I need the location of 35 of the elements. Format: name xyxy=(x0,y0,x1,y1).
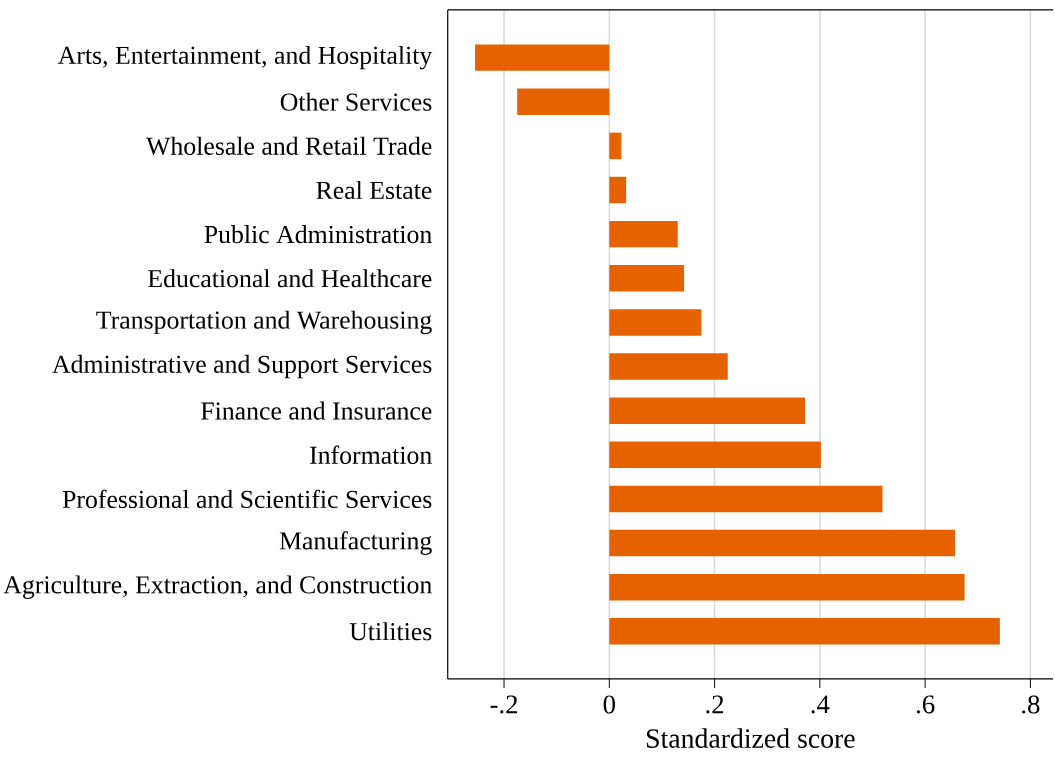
y-tick-label: Agriculture, Extraction, and Construction xyxy=(3,575,432,600)
bar xyxy=(609,221,678,248)
bar xyxy=(517,88,610,116)
bar xyxy=(609,574,965,601)
y-tick-label: Other Services xyxy=(280,92,432,112)
y-tick-label: Professional and Scientific Services xyxy=(62,489,432,509)
y-tick-label: Educational and Healthcare xyxy=(148,269,432,288)
bar xyxy=(475,44,610,72)
y-tick-label: Public Administration xyxy=(204,225,432,244)
bar xyxy=(609,353,728,380)
x-tick-label: 0 xyxy=(603,695,615,714)
bar xyxy=(609,530,956,557)
x-tick-label: .6 xyxy=(916,695,935,714)
y-tick-label: Real Estate xyxy=(316,181,432,200)
y-tick-label: Administrative and Support Services xyxy=(52,355,432,379)
x-tick-label: -.2 xyxy=(490,695,518,714)
bar xyxy=(609,132,622,160)
x-axis-title: Standardized score xyxy=(646,728,855,749)
bar xyxy=(609,397,806,425)
bar xyxy=(609,265,685,292)
bar xyxy=(609,176,627,204)
y-tick-label: Wholesale and Retail Trade xyxy=(146,136,432,156)
y-tick-label: Utilities xyxy=(349,622,432,641)
y-tick-label: Arts, Entertainment, and Hospitality xyxy=(57,46,433,70)
y-tick-label: Transportation and Warehousing xyxy=(96,310,432,335)
x-tick-label: .8 xyxy=(1022,695,1040,714)
bar xyxy=(609,309,702,336)
bar xyxy=(609,618,1000,645)
y-tick-label: Information xyxy=(310,445,432,465)
y-tick-label: Finance and Insurance xyxy=(201,401,432,420)
bar xyxy=(609,441,821,469)
bar xyxy=(609,485,883,513)
x-tick-label: .4 xyxy=(811,695,830,714)
x-tick-label: .2 xyxy=(706,695,724,714)
y-tick-label: Manufacturing xyxy=(279,531,432,556)
